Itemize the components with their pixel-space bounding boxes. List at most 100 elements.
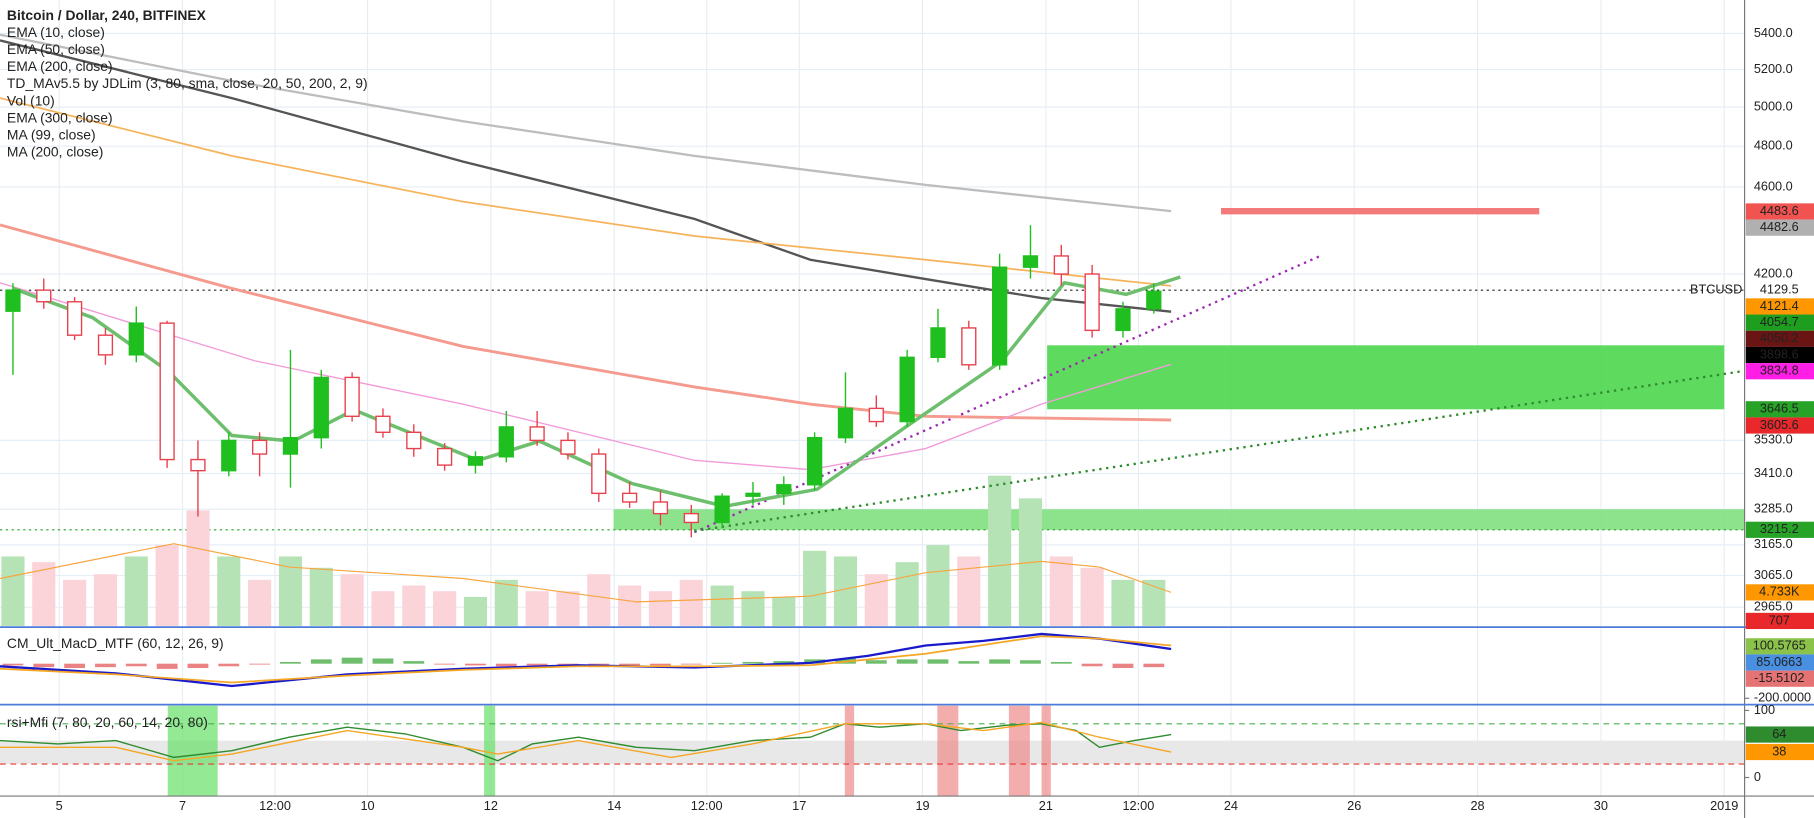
volume-bar	[1111, 579, 1135, 626]
volume-bar	[155, 545, 179, 626]
highlight	[1008, 705, 1030, 797]
price-label: 4121.4	[1760, 298, 1799, 313]
price-tag	[1745, 417, 1814, 434]
price-label: 4482.6	[1760, 219, 1799, 234]
indicator-line	[0, 97, 1172, 287]
candle-body	[128, 322, 144, 356]
volume-bar	[926, 545, 950, 626]
x-tick-label: 19	[915, 798, 929, 813]
x-tick-label: 24	[1224, 798, 1238, 813]
candle-body	[251, 439, 268, 455]
volume-bar	[124, 556, 148, 626]
histogram-bar	[742, 661, 764, 664]
candle-body	[1115, 308, 1131, 332]
volume-bar	[618, 585, 642, 626]
candle-body	[190, 458, 206, 472]
x-tick-label: 10	[360, 798, 374, 813]
candle-body	[992, 266, 1008, 366]
volume-bar	[248, 579, 272, 626]
y-tick-label: 3410.0	[1754, 465, 1793, 480]
price-tag	[1745, 363, 1814, 380]
histogram-bar	[1143, 663, 1165, 668]
histogram-bar	[218, 663, 240, 667]
volume-bar	[278, 556, 303, 626]
x-tick-label: 12:00	[1122, 798, 1154, 813]
price-tag	[1745, 521, 1814, 538]
volume-bar	[1, 556, 25, 626]
legend-entry: EMA (300, close)	[7, 109, 113, 125]
candle-body	[1022, 255, 1039, 268]
candle-body	[1053, 255, 1069, 275]
volume-bar	[556, 591, 580, 626]
volume-bar	[741, 591, 765, 626]
candle-body	[560, 439, 576, 455]
y-tick-label: 3165.0	[1754, 536, 1793, 551]
histogram-bar	[896, 659, 918, 664]
candle-body	[282, 436, 299, 455]
highlight	[844, 705, 855, 797]
volume-bar	[217, 556, 241, 626]
zone	[1221, 207, 1540, 215]
histogram-bar	[187, 663, 209, 669]
histogram-bar	[1050, 661, 1072, 664]
volume-bar	[1080, 567, 1104, 626]
volume-bar	[525, 591, 549, 626]
zone	[613, 509, 1745, 530]
y-tick-label: 5200.0	[1754, 61, 1793, 76]
candle-body	[806, 436, 823, 486]
histogram-bar	[495, 663, 517, 667]
candle-body	[1084, 273, 1100, 332]
x-tick-label: 28	[1470, 798, 1484, 813]
highlight	[937, 705, 959, 797]
candle-body	[344, 376, 360, 417]
price-tag	[1745, 743, 1814, 761]
volume-bar	[864, 574, 888, 626]
legend-entry: EMA (200, close)	[7, 58, 113, 74]
candle-body	[1146, 290, 1162, 310]
price-tag	[1745, 401, 1814, 418]
price-label: 3605.6	[1760, 417, 1799, 432]
price-label: 4054.7	[1760, 314, 1799, 329]
price-tag	[1745, 612, 1814, 630]
x-tick-label: 12	[484, 798, 498, 813]
volume-bar	[957, 556, 981, 626]
histogram-bar	[650, 663, 671, 666]
candle-body	[467, 456, 484, 466]
price-label: 3646.5	[1760, 401, 1799, 416]
candle-body	[97, 334, 114, 356]
indicator-line	[0, 635, 1172, 684]
volume-bar	[833, 556, 858, 626]
volume-bar	[309, 567, 333, 626]
histogram-bar	[927, 659, 949, 664]
candle-body	[961, 327, 977, 366]
histogram-bar	[680, 663, 702, 665]
x-tick-label: 12:00	[259, 798, 291, 813]
histogram-bar	[249, 663, 271, 665]
histogram-bar	[1112, 663, 1134, 669]
histogram-bar	[1081, 663, 1103, 667]
indicator-line	[0, 543, 1172, 603]
price-label: 4129.5	[1760, 282, 1799, 297]
histogram-bar	[619, 663, 641, 667]
candle-body	[436, 447, 453, 466]
y-tick-label: 2965.0	[1754, 599, 1793, 614]
histogram-bar	[773, 661, 795, 664]
candle-body	[652, 501, 669, 515]
x-tick-label: 17	[792, 798, 806, 813]
candle-body	[745, 492, 761, 497]
price-label: 64	[1772, 726, 1786, 741]
price-label: 38	[1772, 743, 1786, 758]
candle-body	[837, 407, 854, 439]
pane-title: rsi+Mfi (7, 80, 20, 60, 14, 20, 80)	[7, 714, 208, 730]
histogram-bar	[64, 663, 86, 669]
zone	[1047, 345, 1725, 410]
x-tick-label: 5	[56, 798, 63, 813]
candle-body	[498, 426, 514, 458]
indicator-line	[0, 721, 1172, 762]
volume-bar	[710, 585, 734, 626]
histogram-bar	[372, 658, 394, 664]
price-label: 4.733K	[1759, 584, 1800, 599]
volume-bar	[648, 591, 673, 626]
histogram-bar	[156, 663, 178, 669]
